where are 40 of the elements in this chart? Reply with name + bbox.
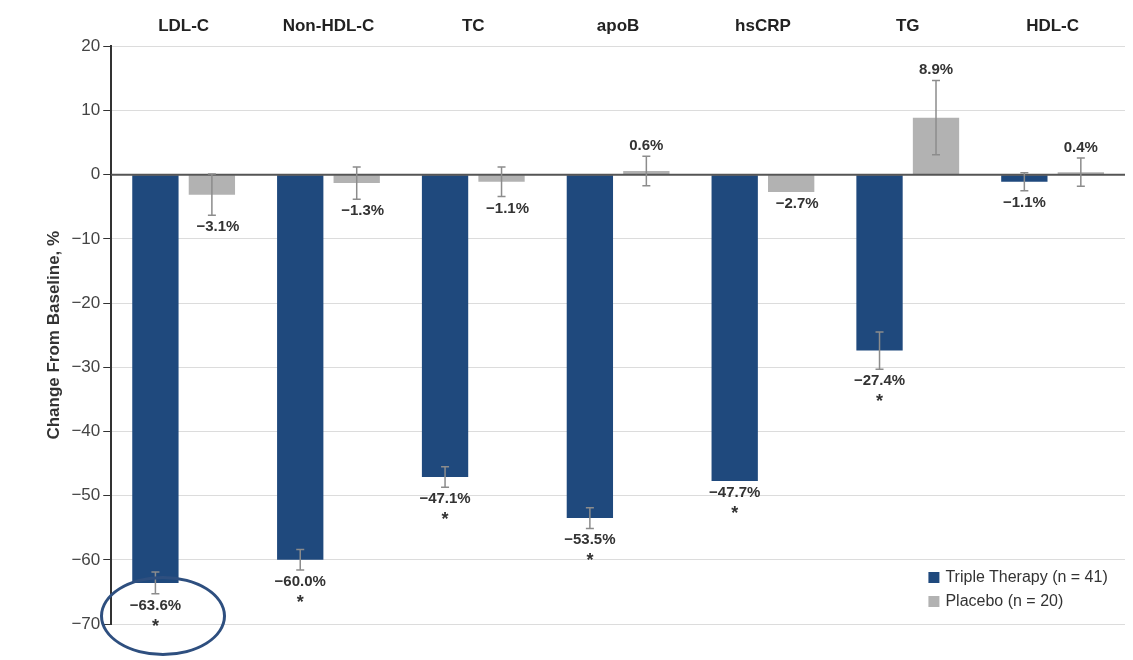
y-tick-label: −30	[71, 356, 101, 376]
y-tick-label: −70	[71, 613, 101, 633]
y-tick-label: 10	[81, 100, 101, 120]
data-label: 0.4%	[1063, 138, 1098, 156]
data-label: −60.0%	[274, 572, 326, 590]
data-label: −3.1%	[196, 217, 240, 235]
annotation: *	[296, 592, 304, 613]
data-label: −53.5%	[564, 530, 616, 548]
x-tick-label: TG	[895, 15, 920, 35]
data-label: −47.7%	[709, 482, 761, 500]
x-tick-label: apoB	[596, 15, 640, 35]
x-tick-label: Non-HDL-C	[282, 15, 375, 35]
data-label: −2.7%	[775, 194, 819, 212]
annotation: *	[876, 391, 884, 412]
legend-label: Placebo (n = 20)	[945, 592, 1064, 610]
data-label: −1.1%	[486, 198, 530, 216]
data-label: 8.9%	[918, 60, 954, 78]
annotation: *	[586, 550, 594, 571]
data-label: −63.6%	[129, 595, 182, 613]
x-tick-label: TC	[461, 15, 485, 35]
y-tick-label: −20	[71, 292, 101, 312]
y-tick-label: −50	[71, 485, 101, 505]
y-tick-label: 0	[90, 164, 101, 184]
y-tick-label: −40	[71, 421, 101, 441]
data-label: −27.4%	[853, 371, 906, 389]
annotation: *	[151, 615, 159, 636]
data-label: 0.6%	[629, 136, 664, 154]
legend-label: Triple Therapy (n = 41)	[945, 568, 1108, 586]
annotation: *	[731, 502, 739, 523]
y-axis-title: Change From Baseline, %	[43, 230, 63, 440]
x-tick-label: HDL-C	[1026, 15, 1080, 35]
x-tick-label: LDL-C	[158, 15, 210, 35]
y-tick-label: −10	[71, 228, 101, 248]
data-label: −1.3%	[341, 201, 385, 219]
y-tick-label: 20	[81, 36, 101, 56]
x-tick-label: hsCRP	[735, 15, 791, 35]
data-label: −1.1%	[1002, 192, 1046, 210]
y-tick-label: −60	[71, 549, 101, 569]
data-label: −47.1%	[419, 489, 471, 507]
annotation: *	[441, 509, 449, 530]
